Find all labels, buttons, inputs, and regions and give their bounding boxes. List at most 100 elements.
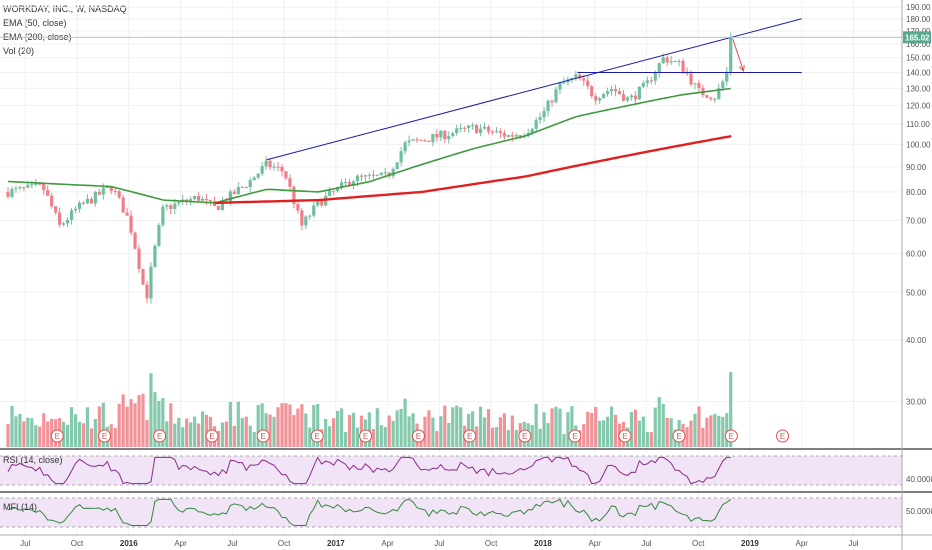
projection-arrow[interactable]: [732, 38, 745, 73]
earnings-marker[interactable]: E: [618, 429, 632, 443]
time-axis-tick: Jul: [227, 539, 237, 548]
candle-body: [713, 98, 717, 100]
candle-body: [613, 89, 618, 92]
earnings-marker[interactable]: E: [463, 429, 477, 443]
volume-bar: [113, 428, 117, 447]
candle-body: [137, 248, 141, 269]
volume-bar: [717, 415, 721, 447]
earnings-marker[interactable]: E: [97, 429, 111, 443]
volume-bar: [435, 431, 439, 447]
volume-bar: [379, 425, 383, 447]
volume-bar: [629, 412, 634, 447]
earnings-marker[interactable]: E: [724, 429, 738, 443]
volume-bar: [431, 417, 435, 447]
candle-body: [534, 120, 538, 129]
volume-bar: [367, 412, 371, 447]
volume-bar: [474, 426, 479, 447]
earnings-marker[interactable]: E: [776, 429, 790, 443]
time-axis-tick: Oct: [71, 539, 84, 548]
volume-bar: [256, 404, 260, 447]
candle-body: [486, 126, 491, 132]
candle-body: [236, 187, 240, 195]
volume-bar: [594, 406, 598, 447]
volume-bar: [240, 417, 244, 447]
earnings-marker[interactable]: E: [153, 429, 167, 443]
earnings-marker-label: E: [55, 432, 60, 441]
volume-bar: [288, 404, 292, 447]
candle-body: [562, 82, 566, 84]
volume-bar: [193, 416, 197, 447]
candle-body: [474, 125, 479, 133]
candle-body: [141, 268, 145, 285]
volume-bar: [308, 427, 312, 447]
time-axis[interactable]: Jul Oct 2016 Apr Jul Oct 2017 Apr Jul Oct 2018 Apr J…: [20, 539, 859, 548]
volume-bar: [332, 418, 336, 447]
rising-trendline[interactable]: [266, 18, 802, 161]
earnings-marker[interactable]: E: [256, 429, 270, 443]
volume-bar: [268, 414, 272, 447]
earnings-marker-label: E: [157, 432, 162, 441]
legend-volume[interactable]: Vol (20): [3, 46, 35, 56]
earnings-marker[interactable]: E: [672, 429, 686, 443]
rsi-pane: RSI (14, close) 40.0000: [0, 452, 932, 490]
volume-bar: [586, 411, 590, 447]
volume-bar: [189, 422, 193, 447]
candle-body: [169, 205, 173, 209]
candle-body: [395, 162, 399, 170]
earnings-marker[interactable]: E: [359, 429, 373, 443]
volume-bar: [562, 433, 566, 447]
candle-body: [443, 130, 447, 140]
legend-ema50[interactable]: EMA (50, close): [3, 18, 67, 28]
volume-bar: [494, 426, 499, 447]
candle-body: [657, 63, 661, 73]
volume-bar: [324, 418, 328, 447]
volume-bar: [316, 403, 320, 447]
volume-bar: [244, 416, 248, 447]
rsi-label[interactable]: RSI (14, close): [3, 455, 63, 465]
volume-bar: [351, 412, 356, 447]
earnings-marker-label: E: [102, 432, 107, 441]
legend-symbol[interactable]: WORKDAY, INC., W, NASDAQ: [3, 4, 127, 14]
rsi-axis-value: 40.0000: [906, 475, 932, 484]
price-axis-tick: 50.00: [906, 288, 927, 297]
candle-body: [288, 178, 292, 187]
candle-body: [478, 128, 483, 133]
earnings-marker[interactable]: E: [310, 429, 324, 443]
candle-body: [173, 203, 177, 209]
candle-body: [617, 91, 622, 95]
earnings-marker-label: E: [261, 432, 266, 441]
volume-bar: [236, 401, 240, 447]
mfi-label[interactable]: MFI (14): [3, 502, 37, 512]
price-axis[interactable]: 190.00180.00170.00160.00150.00140.00130.…: [906, 3, 931, 406]
ema200-line: [215, 135, 732, 205]
earnings-marker[interactable]: E: [518, 429, 532, 443]
volume-bar: [69, 407, 74, 447]
volume-bar: [292, 414, 296, 447]
candle-body: [439, 130, 443, 138]
earnings-marker[interactable]: E: [205, 429, 219, 443]
candle-body: [256, 173, 260, 178]
earnings-marker[interactable]: E: [50, 429, 64, 443]
earnings-marker[interactable]: E: [568, 429, 582, 443]
volume-bar: [232, 425, 236, 447]
candle-body: [467, 125, 471, 129]
candle-body: [93, 191, 97, 204]
time-axis-tick: 2019: [741, 539, 759, 548]
volume-bar: [471, 411, 475, 447]
earnings-marker[interactable]: E: [411, 429, 425, 443]
volume-bar: [185, 418, 189, 447]
volume-bar: [665, 417, 669, 447]
candle-body: [558, 82, 562, 90]
volume-bar: [280, 403, 284, 447]
candle-body: [355, 175, 360, 182]
volume-bar: [514, 429, 518, 447]
volume-bar: [276, 407, 280, 447]
price-axis-tick: 70.00: [906, 216, 927, 225]
candle-body: [653, 72, 657, 81]
candle-body: [661, 57, 665, 64]
candle-body: [431, 133, 435, 143]
time-axis-tick: 2016: [120, 539, 138, 548]
volume-bar: [459, 407, 463, 447]
